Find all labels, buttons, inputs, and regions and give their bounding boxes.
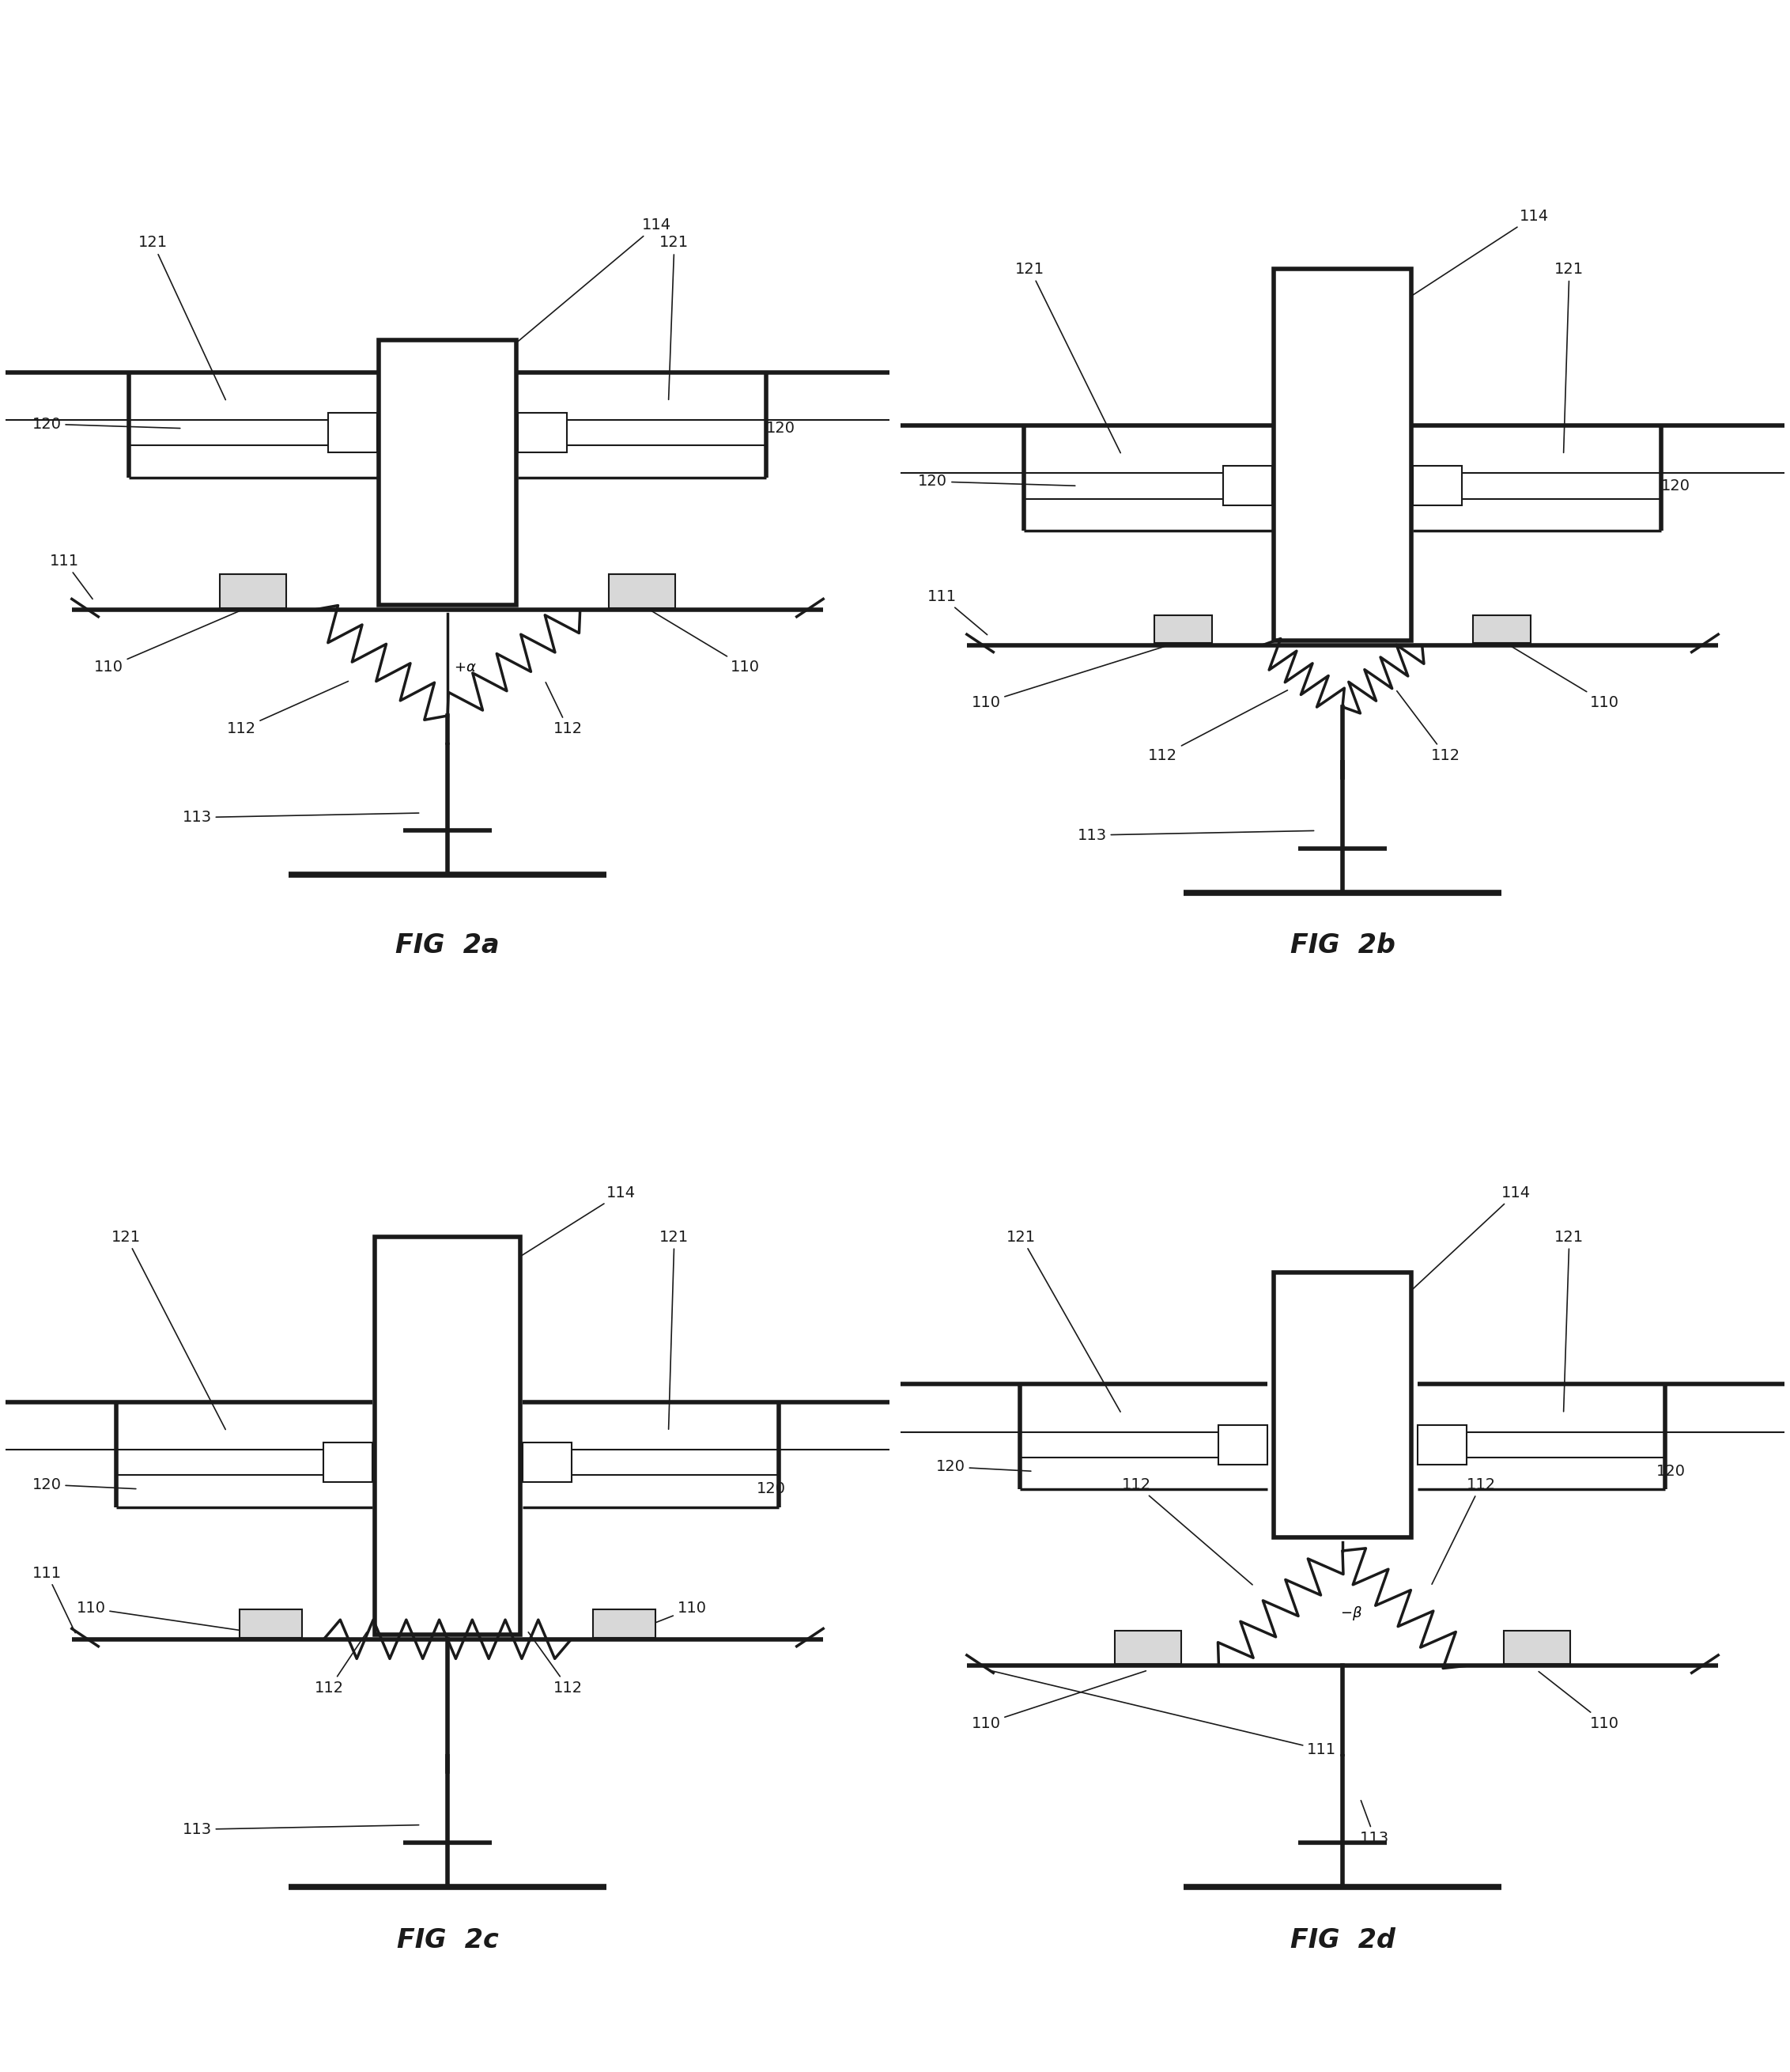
Text: $+\alpha$: $+\alpha$ bbox=[455, 661, 476, 675]
Text: 120: 120 bbox=[1661, 479, 1690, 493]
Text: 111: 111 bbox=[32, 1566, 75, 1633]
Bar bbox=[1155, 615, 1212, 642]
Text: 120: 120 bbox=[757, 1481, 786, 1496]
Text: 110: 110 bbox=[93, 605, 251, 675]
Text: 110: 110 bbox=[972, 640, 1181, 711]
Text: FIG  2b: FIG 2b bbox=[1291, 932, 1394, 959]
Text: 120: 120 bbox=[918, 474, 1076, 489]
Text: 114: 114 bbox=[476, 1185, 635, 1285]
Text: 112: 112 bbox=[546, 682, 584, 736]
Text: 113: 113 bbox=[1078, 827, 1314, 843]
Bar bbox=[379, 340, 516, 605]
Text: 112: 112 bbox=[315, 1633, 367, 1695]
Text: 121: 121 bbox=[1006, 1229, 1121, 1411]
Text: 113: 113 bbox=[183, 1821, 419, 1838]
Text: 121: 121 bbox=[1556, 261, 1584, 452]
Text: 121: 121 bbox=[111, 1229, 226, 1430]
Bar bbox=[592, 1610, 655, 1637]
Bar bbox=[1274, 269, 1411, 640]
Text: 110: 110 bbox=[1539, 1672, 1620, 1730]
Bar bbox=[609, 574, 675, 607]
Bar bbox=[1223, 466, 1271, 506]
Text: 110: 110 bbox=[972, 1670, 1146, 1730]
Bar bbox=[328, 412, 376, 452]
Text: 121: 121 bbox=[1556, 1229, 1584, 1411]
Text: 112: 112 bbox=[528, 1633, 584, 1695]
Text: 112: 112 bbox=[227, 682, 349, 736]
Bar bbox=[1473, 615, 1530, 642]
Text: 112: 112 bbox=[1147, 690, 1287, 762]
Text: FIG  2c: FIG 2c bbox=[397, 1927, 498, 1954]
Text: 120: 120 bbox=[32, 1477, 136, 1492]
Bar bbox=[523, 1442, 571, 1481]
Text: FIG  2d: FIG 2d bbox=[1291, 1927, 1394, 1954]
Text: 113: 113 bbox=[1360, 1801, 1389, 1846]
Bar bbox=[519, 412, 567, 452]
Text: 121: 121 bbox=[661, 236, 689, 400]
Text: $-\beta$: $-\beta$ bbox=[1341, 1604, 1362, 1622]
Bar bbox=[1418, 1426, 1466, 1465]
Bar bbox=[324, 1442, 372, 1481]
Text: FIG  2a: FIG 2a bbox=[396, 932, 499, 959]
Text: 112: 112 bbox=[1122, 1477, 1253, 1585]
Text: 121: 121 bbox=[138, 236, 226, 400]
Text: 113: 113 bbox=[183, 810, 419, 825]
Text: 121: 121 bbox=[661, 1229, 689, 1430]
Bar bbox=[1115, 1631, 1181, 1664]
Text: 114: 114 bbox=[1371, 1185, 1530, 1328]
Text: 110: 110 bbox=[644, 607, 759, 675]
Bar bbox=[1274, 1272, 1411, 1537]
Text: 110: 110 bbox=[1504, 642, 1620, 711]
Text: 110: 110 bbox=[77, 1602, 268, 1635]
Text: 111: 111 bbox=[927, 588, 988, 634]
Text: 111: 111 bbox=[992, 1670, 1337, 1757]
Bar bbox=[240, 1610, 303, 1637]
Text: 120: 120 bbox=[1656, 1463, 1686, 1479]
Text: 120: 120 bbox=[766, 421, 795, 435]
Text: 110: 110 bbox=[626, 1602, 707, 1635]
Text: 121: 121 bbox=[1015, 261, 1121, 454]
Bar bbox=[1504, 1631, 1570, 1664]
Text: 120: 120 bbox=[32, 416, 181, 431]
Text: 114: 114 bbox=[1380, 209, 1548, 317]
Bar bbox=[1414, 466, 1462, 506]
Bar bbox=[1219, 1426, 1267, 1465]
Text: 112: 112 bbox=[1396, 690, 1461, 762]
Text: 111: 111 bbox=[50, 553, 93, 599]
Bar bbox=[374, 1237, 521, 1635]
Text: 112: 112 bbox=[1432, 1477, 1496, 1585]
Bar bbox=[220, 574, 286, 607]
Text: 120: 120 bbox=[936, 1459, 1031, 1475]
Text: 114: 114 bbox=[485, 218, 671, 369]
